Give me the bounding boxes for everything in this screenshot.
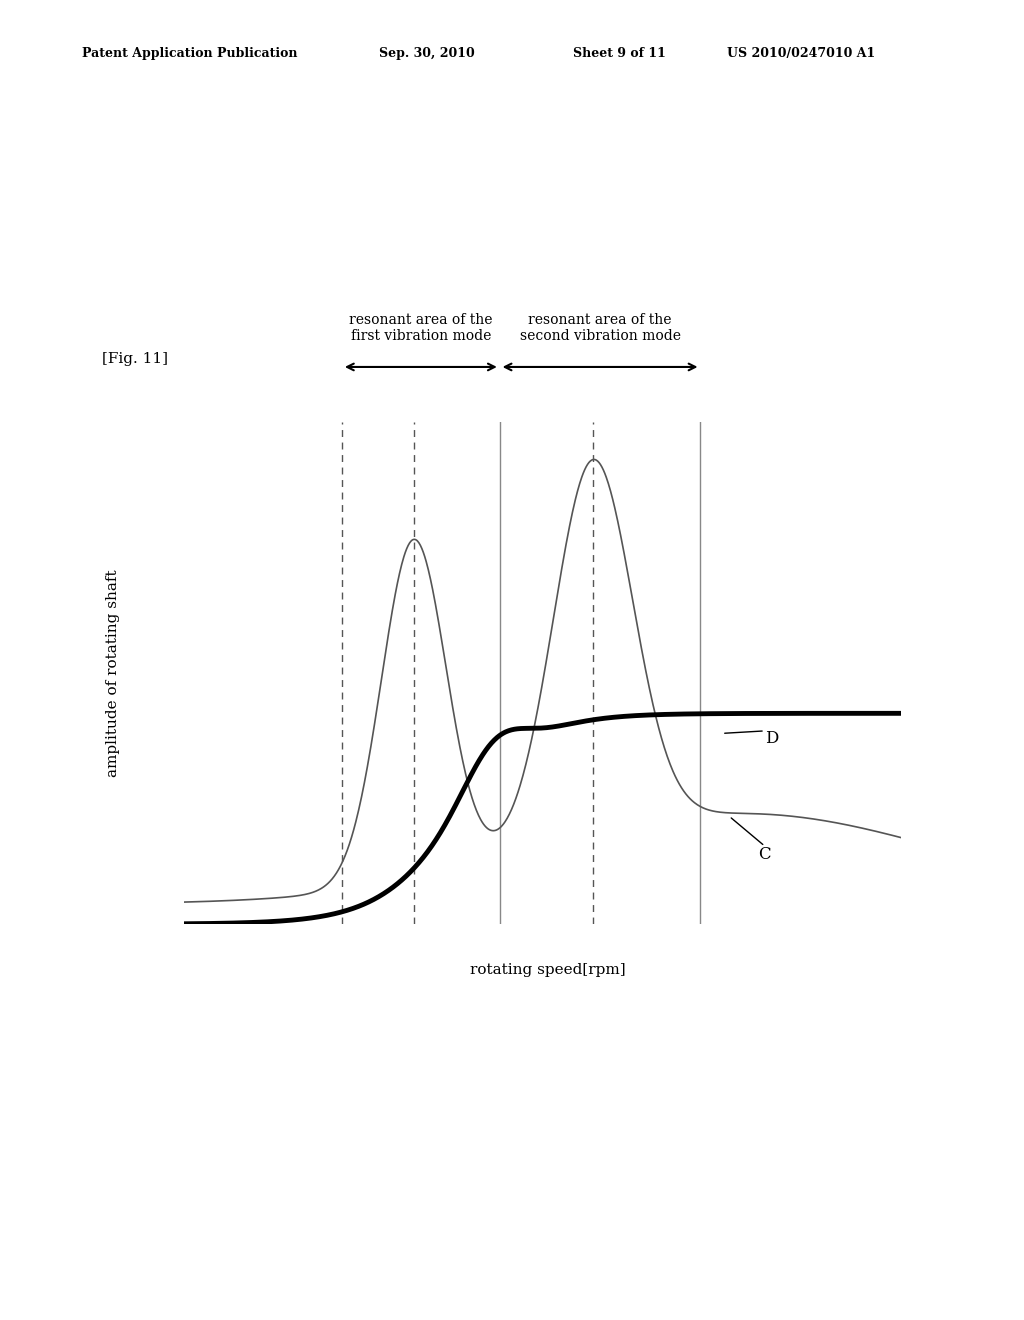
Text: US 2010/0247010 A1: US 2010/0247010 A1 [727,46,876,59]
Text: [Fig. 11]: [Fig. 11] [102,352,168,366]
Text: rotating speed[rpm]: rotating speed[rpm] [470,964,626,977]
Text: Sheet 9 of 11: Sheet 9 of 11 [573,46,667,59]
Text: amplitude of rotating shaft: amplitude of rotating shaft [105,569,120,777]
Text: D: D [765,730,778,747]
Text: C: C [758,846,770,863]
Text: Patent Application Publication: Patent Application Publication [82,46,297,59]
Text: resonant area of the
first vibration mode: resonant area of the first vibration mod… [349,313,493,343]
Text: Sep. 30, 2010: Sep. 30, 2010 [379,46,475,59]
Text: resonant area of the
second vibration mode: resonant area of the second vibration mo… [519,313,681,343]
